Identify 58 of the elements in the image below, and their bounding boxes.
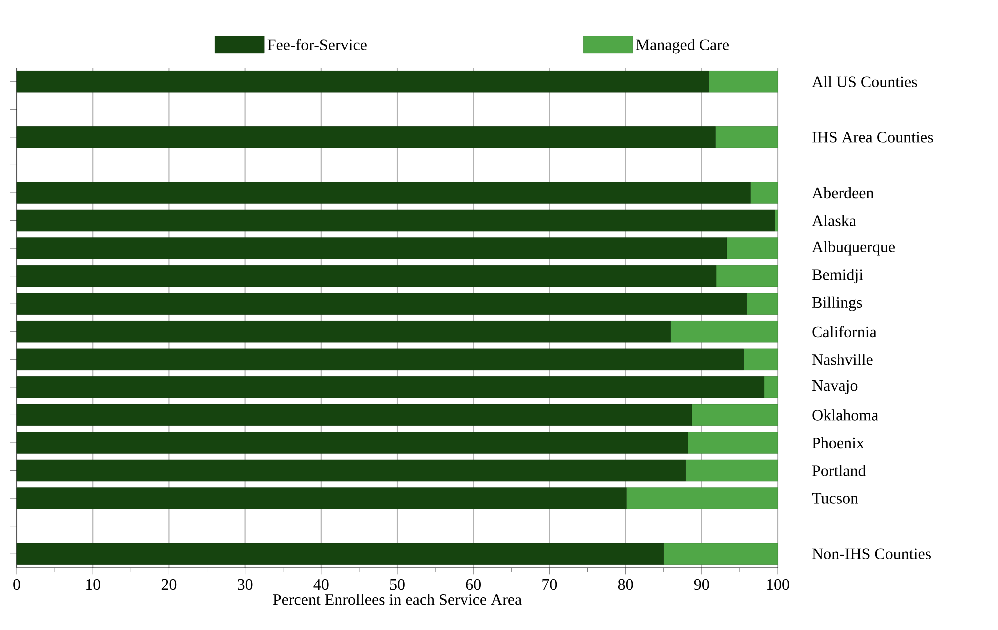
bar <box>716 265 778 288</box>
y-tick-label: Alaska <box>812 215 856 226</box>
y-tick-label: Phoenix <box>812 437 864 449</box>
bar <box>750 182 778 204</box>
x-tick-label: 80 <box>618 579 634 590</box>
bar <box>16 348 744 371</box>
bar <box>16 321 671 343</box>
y-tick-label: Bemidji <box>812 269 864 284</box>
y-tick-label: Nashville <box>812 354 873 366</box>
x-tick-label: 50 <box>390 579 405 590</box>
bar <box>626 488 778 510</box>
bar <box>764 376 778 398</box>
bar <box>16 126 716 148</box>
y-tick-label: Oklahoma <box>812 410 878 421</box>
bar <box>688 432 778 454</box>
bar <box>692 404 778 426</box>
bar <box>16 210 776 232</box>
y-tick-label: All US Counties <box>812 76 918 88</box>
bar <box>16 543 664 565</box>
x-tick-label: 0 <box>14 579 20 590</box>
bar <box>670 321 778 343</box>
y-tick-label: Billings <box>812 296 862 312</box>
bar <box>16 71 709 93</box>
x-tick-label: 70 <box>542 579 558 590</box>
bar <box>16 238 728 260</box>
bar <box>708 71 778 93</box>
x-tick-label: 60 <box>466 579 481 590</box>
bar <box>16 488 627 510</box>
bar <box>664 543 778 565</box>
x-tick-label: 30 <box>238 579 253 590</box>
bar <box>16 432 688 454</box>
bar <box>744 348 778 371</box>
x-tick-label: 90 <box>694 579 710 590</box>
y-tick-label: Non-IHS Counties <box>812 548 932 560</box>
bar <box>16 293 748 315</box>
bar <box>746 293 778 315</box>
y-tick-label: Aberdeen <box>812 187 874 199</box>
bar <box>16 460 686 482</box>
x-tick-label: 40 <box>314 579 329 590</box>
x-tick-label: 20 <box>162 579 177 590</box>
y-tick-label: Tucson <box>812 493 858 504</box>
bar <box>16 182 751 204</box>
legend-label: Fee-for-Service <box>268 39 367 51</box>
bar <box>726 238 778 260</box>
bar <box>16 376 765 398</box>
legend-label: Managed Care <box>636 39 729 54</box>
y-tick-label: California <box>812 326 877 338</box>
bar <box>16 404 692 426</box>
x-tick-label: 10 <box>86 579 100 590</box>
y-tick-label: Albuquerque <box>812 241 896 256</box>
bar <box>16 265 717 288</box>
x-tick-label: 100 <box>767 579 790 590</box>
bar <box>715 126 778 148</box>
y-tick-label: IHS Area Counties <box>812 132 934 143</box>
y-tick-label: Navajo <box>812 380 858 394</box>
y-tick-label: Portland <box>812 465 866 476</box>
x-axis-title: Percent Enrollees in each Service Area <box>273 594 522 606</box>
bar <box>686 460 778 482</box>
